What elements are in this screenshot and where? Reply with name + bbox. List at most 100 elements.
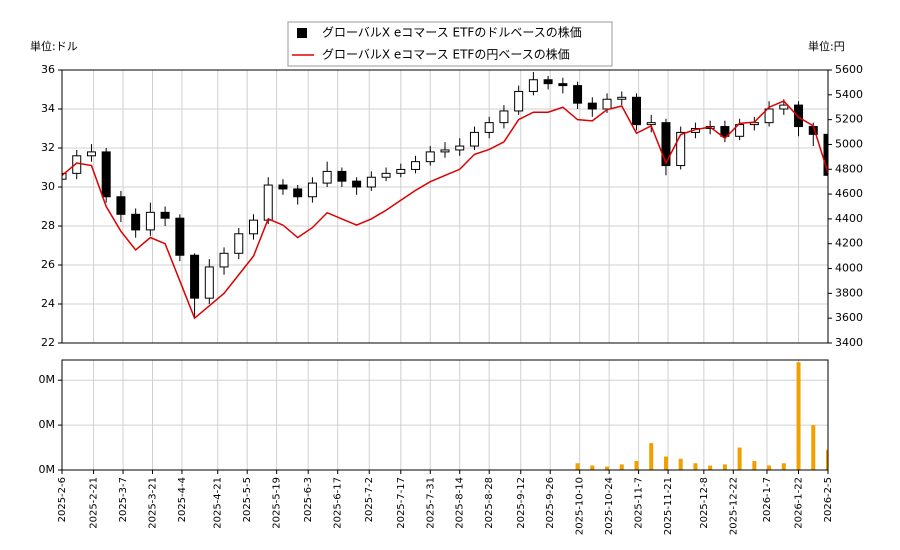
candle-body xyxy=(116,196,126,215)
volume-bar xyxy=(722,464,727,470)
volume-bar xyxy=(634,461,639,470)
y2-tick-label: 5600 xyxy=(835,63,863,76)
y2-tick-label: 5000 xyxy=(835,137,863,150)
volume-bar xyxy=(737,447,742,470)
y-tick-label: 28 xyxy=(41,219,55,232)
candle-body xyxy=(204,266,214,299)
x-tick-label: 2025-9-26 xyxy=(545,477,556,529)
candle-body xyxy=(440,149,450,153)
candle-body xyxy=(587,102,597,110)
y2-tick-label: 5200 xyxy=(835,113,863,126)
candle-body xyxy=(263,184,273,221)
candle-body xyxy=(190,254,200,299)
y2-tick-label: 3800 xyxy=(835,286,863,299)
candle-body xyxy=(293,188,303,198)
x-tick-label: 2025-9-12 xyxy=(516,477,527,529)
y-tick-label: 24 xyxy=(41,297,55,310)
y2-tick-label: 4200 xyxy=(835,237,863,250)
x-tick-label: 2025-7-17 xyxy=(396,477,407,529)
x-tick-label: 2025-7-31 xyxy=(425,477,436,529)
x-tick-label: 2025-3-7 xyxy=(118,477,129,522)
x-tick-label: 2025-10-24 xyxy=(604,477,615,535)
volume-bar xyxy=(663,456,668,470)
candle-body xyxy=(632,96,641,126)
legend-swatch xyxy=(297,28,307,38)
candle-body xyxy=(160,211,170,219)
candle-body xyxy=(646,122,656,126)
x-tick-label: 2025-12-22 xyxy=(728,477,739,535)
candle-body xyxy=(764,108,774,124)
x-tick-label: 2025-8-14 xyxy=(455,477,466,529)
x-tick-label: 2025-2-6 xyxy=(57,477,68,522)
x-tick-label: 2025-11-7 xyxy=(634,477,645,529)
candle-body xyxy=(676,131,686,167)
volume-bar xyxy=(693,463,698,470)
volume-bar xyxy=(619,464,624,470)
legend-box xyxy=(287,21,613,67)
candle-body xyxy=(602,98,612,110)
volume-bar xyxy=(811,425,816,470)
candle-body xyxy=(779,104,789,110)
x-tick-label: 2025-4-21 xyxy=(213,477,224,529)
y2-tick-label: 5400 xyxy=(835,88,863,101)
y-tick-label: 0M xyxy=(39,418,56,431)
volume-bar xyxy=(575,463,580,470)
candle-body xyxy=(558,83,568,87)
candle-body xyxy=(101,151,111,198)
x-tick-label: 2025-4-4 xyxy=(177,477,188,522)
x-tick-label: 2025-6-17 xyxy=(333,477,344,529)
candle-body xyxy=(175,217,185,256)
y-tick-label: 0M xyxy=(39,373,56,386)
candle-body xyxy=(337,170,347,182)
candle-body xyxy=(455,145,465,151)
candle-body xyxy=(62,172,67,180)
candle-body xyxy=(735,124,745,137)
legend-label: グローバルX eコマース ETFのドルベースの株価 xyxy=(322,25,582,40)
x-tick-label: 2026-2-5 xyxy=(823,477,834,522)
volume-bar xyxy=(826,449,828,470)
candle-body xyxy=(528,79,538,92)
candle-body xyxy=(381,172,391,178)
y-tick-label: 0M xyxy=(39,463,56,476)
volume-bar xyxy=(605,466,610,470)
y2-tick-label: 3400 xyxy=(835,336,863,349)
candle-body xyxy=(573,85,583,104)
candle-body xyxy=(720,126,730,137)
y2-tick-label: 4600 xyxy=(835,187,863,200)
candle-body xyxy=(322,170,332,184)
y2-unit-label: 単位:円 xyxy=(808,39,845,53)
candle-body xyxy=(278,184,288,190)
y2-tick-label: 4000 xyxy=(835,262,863,275)
volume-bar xyxy=(708,465,713,470)
x-tick-label: 2025-8-28 xyxy=(484,477,495,529)
candle-body xyxy=(366,176,376,188)
candle-body xyxy=(131,213,141,231)
candle-body xyxy=(352,180,362,188)
volume-bar xyxy=(767,465,772,470)
candle-body xyxy=(219,252,229,268)
volume-bar xyxy=(781,463,786,470)
y2-tick-label: 4800 xyxy=(835,162,863,175)
candle-body xyxy=(145,211,155,231)
candle-body xyxy=(823,133,828,176)
y-tick-label: 36 xyxy=(41,63,55,76)
y-tick-label: 22 xyxy=(41,336,55,349)
volume-bar xyxy=(649,443,654,470)
candle-body xyxy=(543,79,553,85)
x-tick-label: 2025-5-19 xyxy=(272,477,283,529)
price-line xyxy=(62,100,828,320)
x-tick-label: 2026-1-7 xyxy=(762,477,773,522)
candle-body xyxy=(617,96,627,100)
volume-frame xyxy=(61,359,829,471)
x-tick-label: 2025-12-8 xyxy=(699,477,710,529)
candle-body xyxy=(249,219,258,235)
y2-tick-label: 4400 xyxy=(835,212,863,225)
y-tick-label: 30 xyxy=(41,180,55,193)
x-tick-label: 2026-1-22 xyxy=(794,477,805,529)
candle-body xyxy=(425,151,435,163)
candle-body xyxy=(794,104,804,128)
candle-body xyxy=(514,90,524,112)
candle-body xyxy=(469,131,479,147)
